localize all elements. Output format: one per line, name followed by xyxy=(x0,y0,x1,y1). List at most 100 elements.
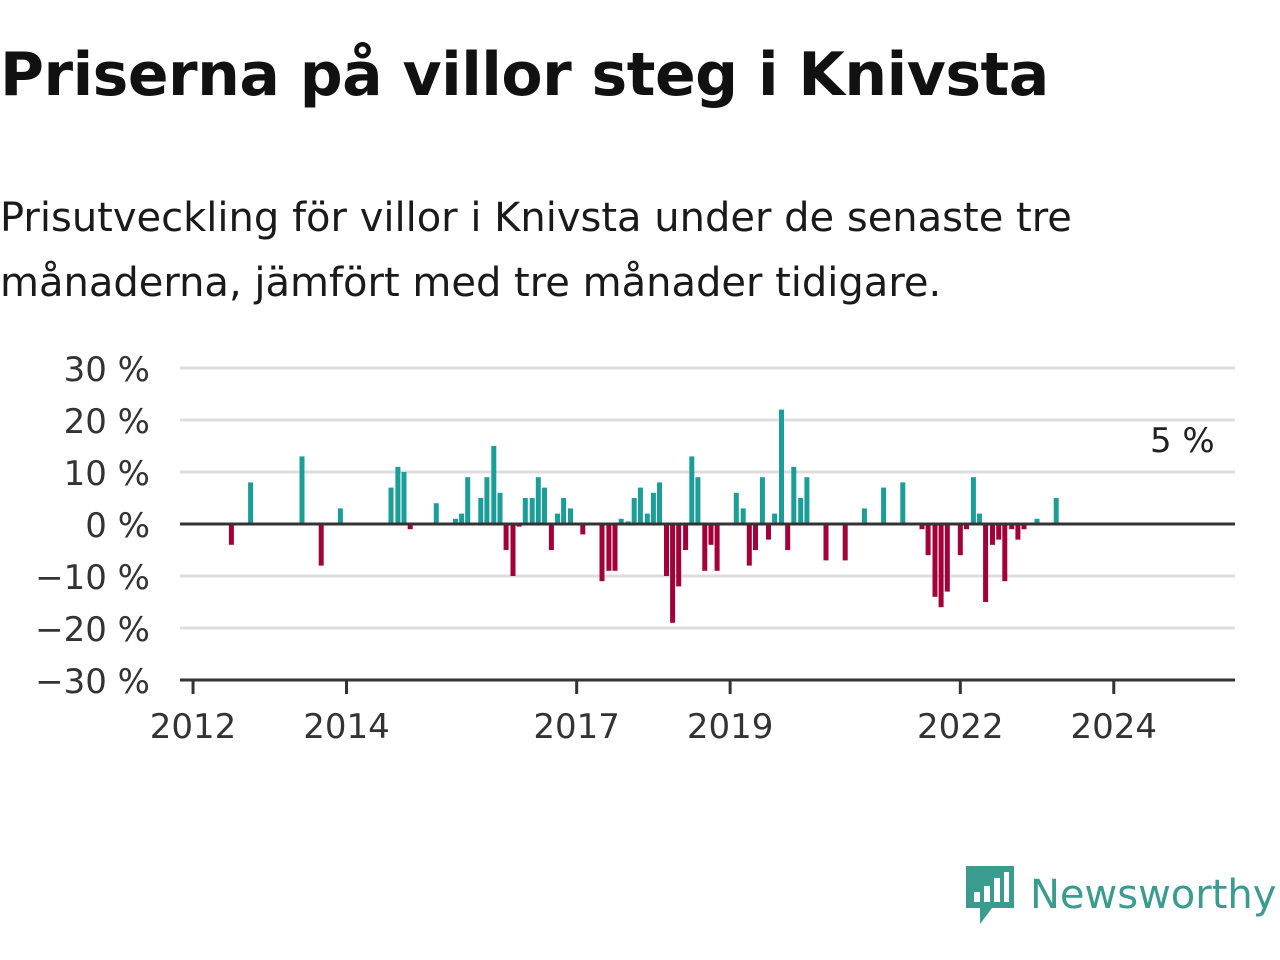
bar xyxy=(670,524,676,623)
bar xyxy=(542,487,547,524)
bar xyxy=(708,524,714,545)
bar xyxy=(804,477,810,524)
bar xyxy=(996,524,1002,540)
y-tick-label: 10 % xyxy=(64,454,150,494)
bar xyxy=(503,524,509,550)
newsworthy-logo-icon xyxy=(966,866,1014,924)
y-tick-label: −10 % xyxy=(35,558,150,598)
bar xyxy=(491,446,497,524)
bar xyxy=(465,477,471,524)
bar xyxy=(1021,524,1027,530)
bar xyxy=(759,477,765,524)
bar xyxy=(401,472,407,524)
bar xyxy=(478,498,484,524)
bar xyxy=(433,503,439,524)
gridlines xyxy=(180,366,1235,630)
bar xyxy=(689,456,695,524)
bar xyxy=(779,409,784,524)
bar xyxy=(683,524,689,550)
bar xyxy=(599,524,605,582)
bar xyxy=(580,524,586,535)
y-tick-label: 20 % xyxy=(64,402,150,442)
bars xyxy=(228,409,1059,623)
bar xyxy=(318,524,324,566)
bar xyxy=(785,524,791,550)
bar xyxy=(453,518,458,524)
bar xyxy=(746,524,752,566)
bar xyxy=(561,498,567,524)
bar xyxy=(1015,524,1021,540)
bar xyxy=(606,524,612,571)
x-tick-label: 2022 xyxy=(917,707,1004,747)
bar xyxy=(548,524,554,550)
bar xyxy=(932,524,938,597)
bar xyxy=(919,524,925,530)
bar xyxy=(248,482,254,524)
bar xyxy=(842,524,848,561)
x-tick-label: 2019 xyxy=(687,707,774,747)
x-tick-label: 2014 xyxy=(303,707,390,747)
y-tick-label: 0 % xyxy=(85,506,150,546)
y-tick-label: 30 % xyxy=(64,350,150,390)
bar-chart: 30 % 20 % 10 % 0 % −10 % −20 % −30 %2012 2014 20… xyxy=(35,350,1235,747)
bar xyxy=(657,482,662,524)
chart-subtitle: Prisutveckling för villor i Knivsta unde… xyxy=(0,195,1072,306)
bar xyxy=(925,524,931,556)
bar xyxy=(484,477,490,524)
y-tick-label: −20 % xyxy=(35,610,150,650)
brand-name: Newsworthy xyxy=(1030,872,1277,918)
bar xyxy=(900,482,906,524)
bar xyxy=(637,487,643,524)
newsworthy-logo[interactable]: Newsworthy xyxy=(964,864,1276,926)
bar xyxy=(766,524,771,540)
bar xyxy=(702,524,708,571)
bar xyxy=(938,524,944,608)
bar xyxy=(555,513,560,524)
bar xyxy=(618,518,624,524)
bar xyxy=(990,524,995,545)
bar xyxy=(964,524,969,530)
bar xyxy=(650,492,656,524)
bar xyxy=(753,524,758,550)
bar xyxy=(881,487,887,524)
bar xyxy=(676,524,682,587)
bar xyxy=(664,524,669,576)
axes xyxy=(180,522,1235,694)
x-tick-label: 2017 xyxy=(533,707,620,747)
bar xyxy=(983,524,989,602)
bar xyxy=(644,513,650,524)
last-value-annotation: 5 % xyxy=(1150,421,1215,461)
bar xyxy=(977,513,982,524)
bar xyxy=(299,456,305,524)
bar xyxy=(510,524,516,576)
bar xyxy=(1002,524,1008,582)
bar xyxy=(733,492,739,524)
bar xyxy=(970,477,976,524)
tick-labels: 30 % 20 % 10 % 0 % −10 % −20 % −30 %2012 2014 20… xyxy=(35,350,1215,747)
x-tick-label: 2012 xyxy=(150,707,237,747)
bar xyxy=(798,498,804,524)
bar xyxy=(772,513,778,524)
bar xyxy=(388,487,394,524)
bar xyxy=(535,477,541,524)
bar xyxy=(791,466,797,524)
bar xyxy=(395,466,401,524)
bar xyxy=(337,508,343,524)
bar xyxy=(740,508,746,524)
bar xyxy=(612,524,618,571)
bar xyxy=(695,477,701,524)
bar xyxy=(1053,498,1059,524)
bar xyxy=(522,498,528,524)
bar xyxy=(823,524,829,561)
x-tick-label: 2024 xyxy=(1071,707,1158,747)
bar xyxy=(228,524,234,545)
bar xyxy=(944,524,950,592)
y-tick-label: −30 % xyxy=(35,662,150,702)
bar xyxy=(957,524,963,556)
bar xyxy=(407,524,413,530)
chart-title: Priserna på villor steg i Knivsta xyxy=(0,40,1049,110)
bar xyxy=(631,498,637,524)
bar xyxy=(1009,524,1015,530)
bar xyxy=(861,508,867,524)
bar xyxy=(459,513,465,524)
